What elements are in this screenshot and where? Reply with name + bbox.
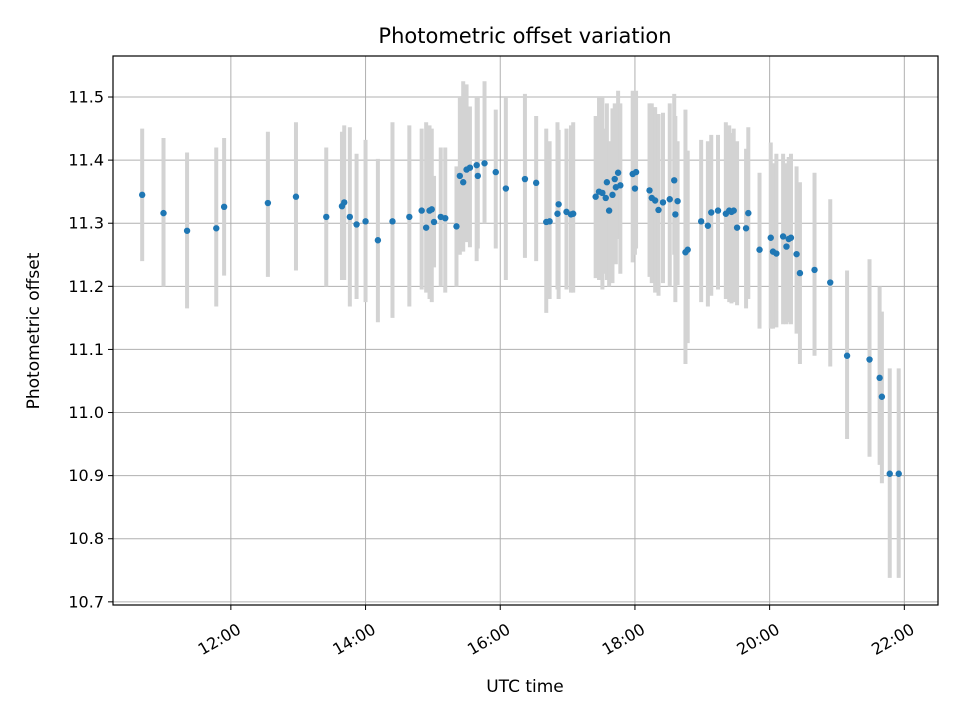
- data-point: [866, 356, 873, 363]
- y-tick-label: 11.4: [68, 151, 104, 170]
- data-point: [878, 393, 886, 400]
- data-point: [183, 227, 191, 234]
- data-point: [895, 470, 902, 477]
- y-tick-label: 11.1: [68, 340, 104, 359]
- data-point: [341, 199, 348, 206]
- data-point: [672, 211, 679, 218]
- y-tick-label: 11.5: [68, 88, 104, 107]
- data-point: [406, 213, 413, 221]
- data-point: [651, 197, 659, 204]
- data-point: [213, 225, 220, 232]
- data-point: [362, 218, 369, 225]
- data-point: [481, 160, 488, 167]
- data-point: [592, 193, 599, 200]
- data-point: [796, 269, 804, 277]
- data-point: [346, 213, 354, 221]
- data-point: [655, 206, 662, 214]
- data-point: [532, 179, 540, 187]
- data-point: [292, 193, 300, 200]
- y-axis-label: Photometric offset: [24, 252, 44, 409]
- data-point: [609, 191, 616, 199]
- data-point: [756, 246, 763, 253]
- data-point: [220, 203, 228, 211]
- y-tick-label: 10.9: [68, 466, 104, 485]
- data-point: [659, 199, 667, 206]
- data-point: [684, 246, 691, 253]
- data-point: [160, 209, 167, 217]
- data-point: [767, 234, 774, 241]
- data-point: [827, 279, 834, 286]
- data-point: [666, 196, 673, 203]
- data-point: [773, 250, 780, 257]
- data-point: [745, 209, 752, 217]
- data-point: [374, 237, 382, 244]
- data-point: [674, 197, 681, 205]
- data-point: [430, 218, 438, 226]
- data-point: [697, 218, 705, 225]
- y-axis-ticks: 10.7 10.8 10.9 11.0 11.1 11.2 11.3 11.4 11.5: [68, 88, 113, 611]
- data-point: [460, 179, 467, 186]
- y-tick-label: 11.2: [68, 277, 104, 296]
- data-point: [704, 222, 712, 229]
- data-point: [886, 470, 893, 477]
- data-point: [521, 175, 529, 183]
- data-point: [603, 179, 611, 186]
- data-point: [138, 191, 146, 199]
- data-point: [456, 172, 464, 180]
- data-point: [605, 207, 613, 214]
- data-point: [502, 185, 510, 192]
- plot-frame: [112, 55, 939, 606]
- data-points: [138, 160, 902, 477]
- data-point: [323, 213, 330, 221]
- data-point: [389, 218, 396, 225]
- data-point: [353, 221, 360, 228]
- data-point: [614, 169, 622, 176]
- data-point: [733, 224, 741, 231]
- data-point: [742, 225, 750, 232]
- data-point: [492, 168, 499, 176]
- data-point: [779, 233, 787, 240]
- data-point: [783, 243, 790, 250]
- y-tick-label: 10.8: [68, 529, 104, 548]
- y-tick-label: 11.0: [68, 403, 104, 422]
- chart-title: Photometric offset variation: [378, 24, 671, 48]
- data-point: [708, 209, 715, 216]
- data-point: [554, 210, 561, 217]
- data-point: [646, 187, 653, 194]
- data-point: [617, 182, 624, 189]
- data-point: [428, 206, 435, 213]
- data-point: [632, 168, 640, 176]
- data-point: [714, 207, 722, 214]
- x-axis-label: UTC time: [486, 677, 564, 697]
- y-tick-label: 10.7: [68, 592, 104, 611]
- data-point: [599, 189, 606, 197]
- data-point: [422, 224, 430, 231]
- data-point: [811, 266, 818, 274]
- data-point: [555, 201, 562, 208]
- data-point: [473, 161, 480, 169]
- data-point: [264, 199, 272, 207]
- data-point: [466, 164, 474, 171]
- data-point: [631, 185, 639, 192]
- data-point: [418, 207, 425, 214]
- data-point: [453, 223, 460, 230]
- data-point: [546, 218, 553, 225]
- data-point: [570, 210, 577, 217]
- data-point: [602, 194, 609, 202]
- data-point: [671, 177, 678, 184]
- data-point: [611, 175, 618, 183]
- data-point: [442, 214, 449, 222]
- data-point: [793, 250, 800, 258]
- data-point: [787, 234, 795, 241]
- y-tick-label: 11.3: [68, 214, 104, 233]
- data-point: [876, 374, 883, 382]
- data-point: [730, 207, 737, 214]
- data-point: [843, 352, 851, 359]
- data-point: [474, 172, 481, 180]
